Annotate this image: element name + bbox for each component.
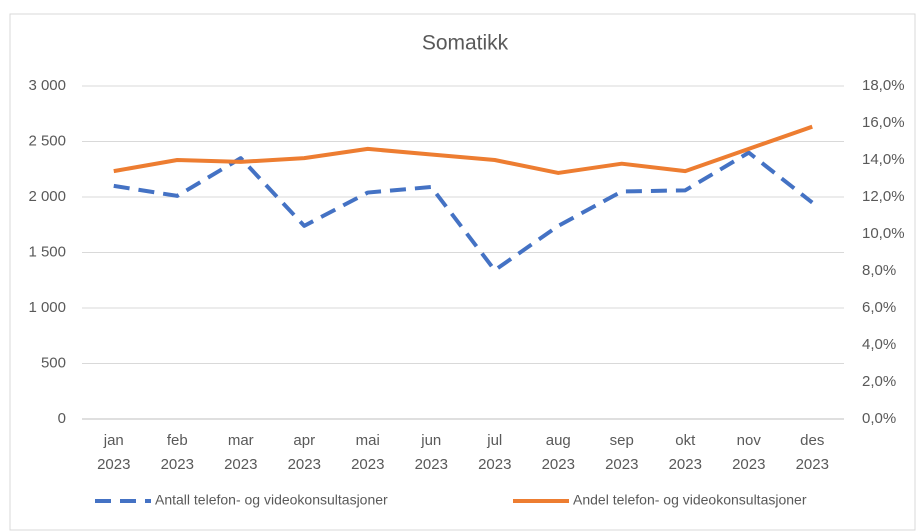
y2-tick-label: 2,0% xyxy=(862,373,896,390)
y-tick-label: 3 000 xyxy=(28,77,66,94)
x-tick-label: nov 2023 xyxy=(732,432,765,473)
y2-tick-label: 8,0% xyxy=(862,262,896,279)
x-tick-label: mai 2023 xyxy=(351,432,384,473)
y2-tick-label: 12,0% xyxy=(862,188,905,205)
x-tick-label: jun 2023 xyxy=(415,432,448,473)
x-tick-label: apr 2023 xyxy=(288,432,321,473)
x-tick-label: sep 2023 xyxy=(605,432,638,473)
y-tick-label: 0 xyxy=(58,410,66,427)
x-tick-label: jan 2023 xyxy=(97,432,130,473)
x-tick-label: mar 2023 xyxy=(224,432,257,473)
y2-tick-label: 16,0% xyxy=(862,114,905,131)
y2-tick-label: 0,0% xyxy=(862,410,896,427)
y2-tick-label: 14,0% xyxy=(862,151,905,168)
x-tick-label: feb 2023 xyxy=(161,432,194,473)
y2-tick-label: 10,0% xyxy=(862,225,905,242)
series-line xyxy=(113,124,813,175)
x-tick-label: jul 2023 xyxy=(478,432,511,473)
x-tick-label: aug 2023 xyxy=(542,432,575,473)
chart-title: Somatikk xyxy=(422,32,509,55)
y-tick-label: 2 000 xyxy=(28,188,66,205)
x-tick-label: des 2023 xyxy=(796,432,829,473)
y2-tick-label: 18,0% xyxy=(862,77,905,94)
y-tick-label: 1 500 xyxy=(28,243,66,260)
y-tick-label: 2 500 xyxy=(28,132,66,149)
legend-label: Antall telefon- og videokonsultasjoner xyxy=(155,492,388,508)
y-tick-label: 500 xyxy=(41,354,66,371)
x-tick-label: okt 2023 xyxy=(669,432,702,473)
series-line xyxy=(113,150,814,273)
y2-tick-label: 4,0% xyxy=(862,336,896,353)
legend-label: Andel telefon- og videokonsultasjoner xyxy=(573,492,807,508)
y2-tick-label: 6,0% xyxy=(862,299,896,316)
chart-frame xyxy=(9,13,916,531)
y-tick-label: 1 000 xyxy=(28,299,66,316)
